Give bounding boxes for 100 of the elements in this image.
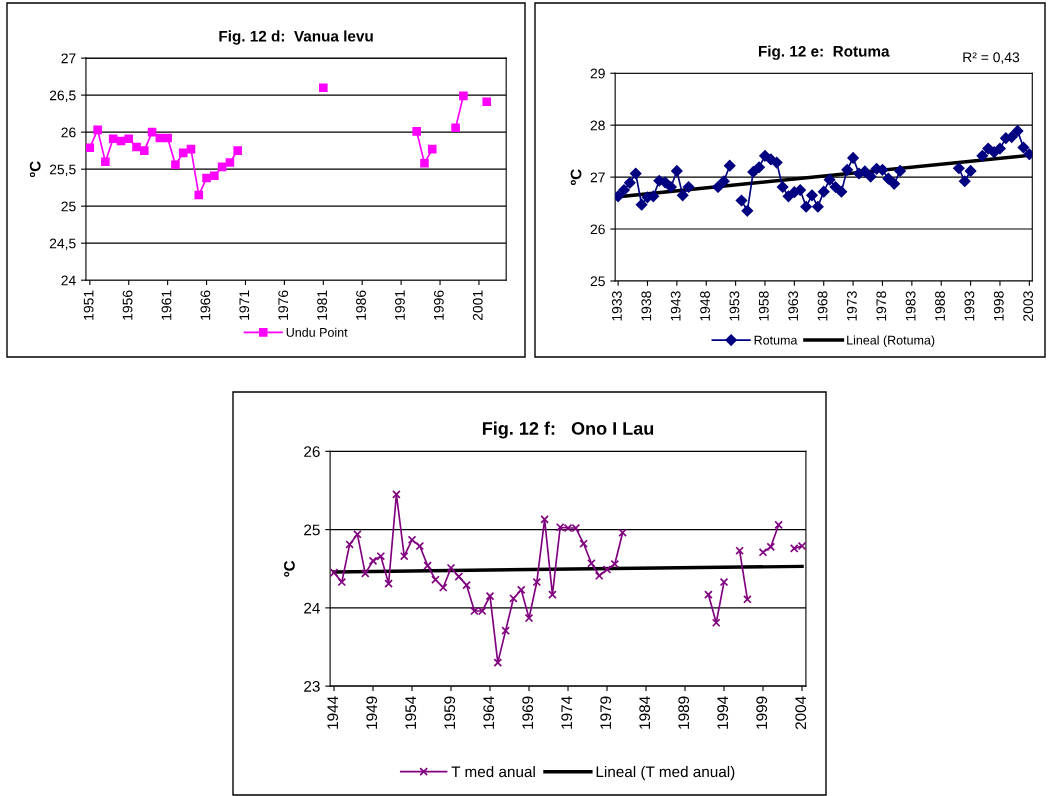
point (194, 190, 204, 200)
point (139, 146, 149, 155)
x-tick-label: 1996 (433, 290, 444, 320)
y-tick-label: 26 (590, 224, 605, 235)
point (676, 189, 689, 202)
point (548, 590, 557, 599)
point (210, 171, 219, 181)
point (186, 144, 196, 154)
point (415, 541, 425, 551)
point (964, 165, 977, 177)
point (524, 613, 534, 623)
point (509, 594, 518, 603)
x-tick-label: 1988 (935, 291, 945, 321)
legend-label: T med anual (451, 765, 535, 778)
point (516, 585, 526, 595)
x-tick-label: 1986 (356, 290, 366, 320)
x-tick-label: 1933 (612, 291, 622, 321)
point (665, 181, 677, 193)
x-tick-label: 1953 (729, 291, 740, 321)
point (163, 133, 172, 143)
point (719, 577, 729, 587)
point (233, 146, 242, 155)
point (704, 590, 713, 599)
point (399, 551, 409, 561)
y-tick-label: 24 (304, 602, 320, 614)
point (618, 184, 630, 196)
legend-label: Lineal (Rotuma) (847, 335, 935, 348)
point (337, 577, 347, 587)
x-tick-label: 1969 (522, 696, 534, 729)
point (629, 167, 642, 180)
y-tick-label: 26 (304, 446, 320, 458)
text: R² = 0,43 (963, 52, 1020, 64)
y-tick-label: 25 (61, 201, 76, 212)
x-tick-label: 1991 (395, 290, 405, 320)
x-tick-label: 1959 (444, 696, 456, 729)
point (178, 148, 188, 158)
x-tick-label: 1944 (327, 696, 339, 729)
point (800, 200, 812, 213)
point (994, 142, 1006, 155)
x-tick-label: 1968 (817, 291, 828, 321)
point (758, 547, 768, 557)
point (384, 579, 393, 588)
point (610, 559, 620, 569)
x-tick-label: 1973 (846, 291, 857, 321)
point (318, 83, 328, 93)
point (412, 127, 421, 136)
point (217, 162, 227, 172)
point (108, 134, 118, 144)
y-tick-label: 26 (61, 127, 76, 138)
x-tick-label: 1989 (678, 696, 690, 729)
point (835, 185, 848, 198)
x-tick-label: 1966 (200, 290, 211, 320)
point (438, 583, 448, 592)
point (446, 563, 456, 573)
point (345, 540, 354, 549)
x-tick-label: 1963 (788, 291, 799, 321)
point (459, 91, 468, 101)
point (454, 572, 464, 581)
point (776, 181, 789, 193)
point (894, 165, 906, 177)
x-tick-label: 2004 (795, 696, 807, 730)
x-tick-label: 1958 (758, 291, 769, 321)
y-tick-label: 24,5 (49, 238, 76, 250)
point (864, 170, 877, 183)
x-tick-label: 1964 (483, 696, 495, 729)
point (462, 580, 471, 590)
point (225, 158, 235, 167)
point (93, 125, 102, 135)
point (532, 577, 542, 587)
y-tick-label: 28 (590, 120, 605, 131)
x-tick-label: 1961 (161, 290, 172, 320)
point (427, 144, 437, 154)
x-tick-label: 1943 (670, 291, 681, 321)
y-axis-title: ºC (284, 560, 295, 577)
point (360, 569, 370, 578)
x-tick-label: 1994 (717, 696, 729, 729)
point (420, 158, 429, 168)
point (132, 142, 141, 152)
point (882, 172, 895, 185)
point (766, 542, 776, 552)
point (806, 189, 818, 202)
y-axis-title: ºC (570, 169, 582, 186)
point (618, 528, 627, 538)
point (859, 165, 871, 178)
point (718, 175, 730, 188)
point (712, 181, 724, 193)
x-tick-label: 1948 (700, 291, 710, 321)
x-tick-label: 1976 (278, 290, 289, 320)
x-tick-label: 1954 (405, 696, 417, 729)
point (147, 127, 157, 137)
chart-title: Fig. 12 d: Vanua levu (219, 30, 373, 45)
x-tick-label: 2001 (472, 290, 483, 321)
x-tick-label: 2003 (1023, 291, 1034, 321)
y-tick-label: 23 (304, 681, 320, 692)
point (540, 515, 549, 524)
point (735, 546, 744, 556)
x-tick-label: 1993 (964, 291, 975, 321)
point (482, 97, 492, 107)
point (635, 198, 648, 211)
point (735, 194, 748, 207)
